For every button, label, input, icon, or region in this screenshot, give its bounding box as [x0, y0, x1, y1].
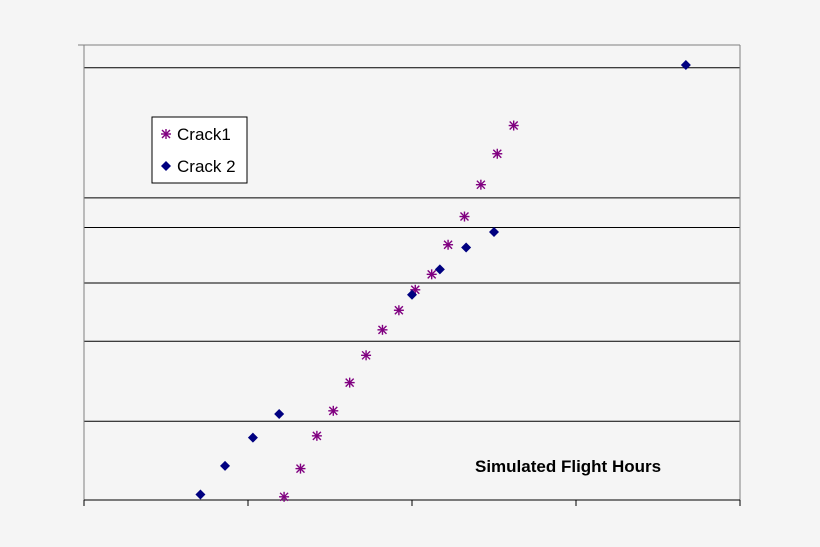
annotation-simulated-flight-hours: Simulated Flight Hours [475, 457, 661, 476]
crack2-point-2 [247, 432, 258, 443]
crack1-point-4 [344, 377, 355, 388]
crack1-point-10 [443, 239, 454, 250]
legend-asterisk-icon [161, 129, 171, 139]
crack1-point-0 [279, 491, 290, 502]
legend-label-crack1: Crack1 [177, 125, 231, 144]
data-points [195, 60, 691, 502]
crack1-point-5 [361, 350, 372, 361]
crack2-point-5 [434, 264, 445, 275]
crack1-point-7 [393, 305, 404, 316]
crack1-point-12 [475, 179, 486, 190]
crack1-point-9 [426, 269, 437, 280]
crack2-point-8 [680, 60, 691, 71]
legend-diamond-icon [161, 161, 171, 171]
crack1-point-11 [459, 211, 470, 222]
axes [78, 44, 741, 506]
legend-label-crack2: Crack 2 [177, 157, 236, 176]
legend: Crack1 Crack 2 [151, 116, 248, 184]
crack1-point-13 [492, 148, 503, 159]
grid-lines [84, 67, 740, 501]
legend-box [151, 116, 248, 184]
crack2-point-7 [489, 227, 499, 238]
legend-marker-crack2 [161, 161, 171, 171]
crack2-point-0 [195, 489, 206, 500]
legend-marker-crack1 [161, 129, 171, 139]
crack1-point-1 [295, 463, 306, 474]
crack1-point-6 [377, 324, 388, 335]
crack2-point-6 [461, 242, 472, 253]
crack1-point-3 [328, 405, 339, 416]
crack2-point-1 [220, 460, 231, 471]
crack1-point-2 [311, 430, 322, 441]
crack2-point-4 [407, 289, 417, 300]
crack1-point-14 [508, 120, 519, 131]
crack2-point-3 [274, 409, 285, 420]
